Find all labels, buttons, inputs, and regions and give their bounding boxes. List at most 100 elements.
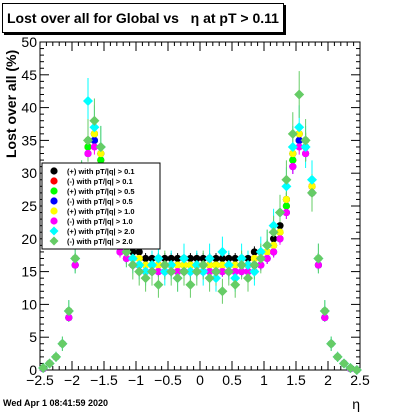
data-point — [174, 261, 182, 269]
legend-marker — [49, 226, 59, 236]
data-point — [282, 208, 290, 217]
data-point — [153, 279, 164, 290]
data-point — [44, 358, 55, 369]
data-point — [211, 273, 221, 284]
x-tick-label: 0.5 — [222, 372, 242, 388]
data-point — [289, 163, 297, 171]
data-point — [199, 254, 207, 263]
x-tick-label: −1.5 — [90, 372, 118, 388]
data-point — [185, 266, 196, 277]
data-point — [218, 261, 226, 269]
data-point — [302, 149, 310, 158]
y-tick-label: 15 — [21, 264, 37, 280]
data-point — [186, 261, 194, 269]
data-point — [90, 136, 98, 144]
y-tick-label: 35 — [21, 132, 37, 148]
chart-title-symbol: η — [190, 10, 200, 26]
legend-marker — [50, 187, 58, 195]
data-point — [159, 260, 170, 271]
data-point — [300, 141, 311, 152]
y-tick-label: 5 — [29, 329, 37, 345]
data-point — [276, 235, 284, 243]
legend-label: (+) with pT/|q| > 0.1 — [67, 167, 135, 176]
x-axis-label: η — [352, 396, 360, 412]
legend-label: (+) with pT/|q| > 2.0 — [67, 227, 135, 236]
legend-marker — [50, 217, 58, 225]
data-point — [270, 235, 278, 243]
legend: (+) with pT/|q| > 0.1(-) with pT/|q| > 0… — [41, 162, 161, 250]
data-point — [307, 174, 317, 185]
data-point — [134, 260, 145, 271]
data-point — [276, 222, 284, 230]
data-point — [63, 305, 74, 316]
data-point — [65, 313, 73, 322]
data-point — [295, 130, 303, 138]
data-point — [289, 149, 297, 158]
data-point — [140, 266, 151, 277]
data-point — [174, 268, 182, 276]
data-point — [281, 181, 292, 192]
data-point — [57, 338, 68, 349]
y-tick-label: 10 — [21, 296, 37, 312]
data-point — [218, 254, 226, 263]
legend-marker — [49, 236, 59, 246]
x-tick-label: −2.5 — [26, 372, 54, 388]
data-point — [179, 253, 189, 264]
data-point — [147, 260, 157, 271]
axis-tick-labels: −2.5 −2 −1.5 −1 −0.5 0 0.5 1 1.5 2 2.5 0 5 10 15 20 25 30… — [21, 34, 370, 388]
data-point — [38, 363, 49, 374]
data-point — [249, 266, 260, 277]
y-tick-label: 50 — [21, 34, 37, 50]
data-point — [83, 96, 93, 107]
legend-marker — [50, 177, 58, 185]
x-tick-label: −1 — [128, 372, 144, 388]
data-point — [198, 266, 209, 277]
legend-label: (+) with pT/|q| > 0.5 — [67, 187, 135, 196]
data-point — [236, 260, 247, 271]
data-point — [95, 141, 106, 152]
data-point — [319, 305, 330, 316]
data-point — [179, 266, 189, 277]
data-point — [225, 254, 233, 263]
data-point — [268, 220, 279, 231]
data-point — [89, 115, 100, 126]
data-point — [134, 266, 145, 277]
x-tick-label: 1 — [260, 372, 268, 388]
data-point — [198, 260, 209, 271]
data-point — [282, 202, 290, 210]
data-point — [70, 253, 81, 264]
data-point — [159, 266, 170, 277]
data-point — [154, 268, 162, 276]
x-tick-label: 2.5 — [350, 372, 370, 388]
data-markers — [38, 89, 362, 375]
chart-title-prefix: Lost over all for Global vs — [7, 10, 179, 26]
chart-title-suffix: at pT > 0.11 — [203, 10, 279, 26]
data-point — [180, 261, 188, 269]
data-point — [135, 248, 143, 256]
axis-ticks — [39, 41, 361, 371]
data-point — [217, 246, 228, 257]
data-point — [236, 253, 247, 264]
legend-label: (+) with pT/|q| > 1.0 — [67, 207, 135, 216]
data-point — [161, 254, 169, 263]
data-point — [206, 261, 214, 269]
data-point — [250, 254, 258, 263]
data-point — [231, 254, 239, 263]
legend-label: (-) with pT/|q| > 2.0 — [67, 237, 133, 246]
data-point — [191, 266, 202, 277]
data-point — [212, 254, 220, 263]
data-point — [282, 195, 290, 204]
data-point — [172, 273, 183, 284]
data-point — [263, 254, 271, 263]
data-point — [276, 228, 284, 236]
data-point — [244, 268, 252, 276]
data-point — [295, 143, 303, 151]
data-point — [243, 260, 253, 271]
data-point — [295, 136, 303, 144]
data-point — [167, 254, 175, 263]
data-point — [116, 248, 124, 256]
data-point — [185, 279, 196, 290]
data-point — [262, 240, 273, 251]
data-point — [204, 273, 215, 284]
data-point — [140, 273, 151, 284]
